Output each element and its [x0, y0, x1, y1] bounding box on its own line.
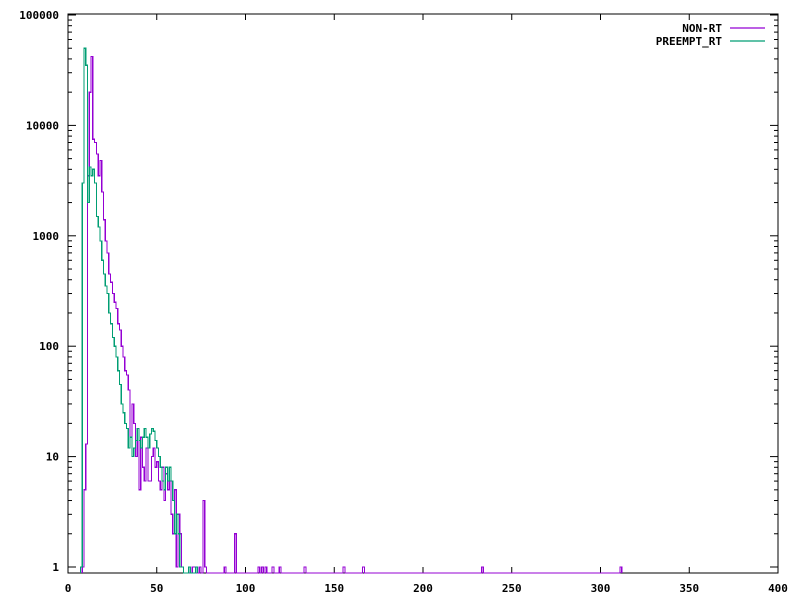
x-tick-label: 150 — [324, 582, 344, 595]
series-layer — [79, 47, 623, 574]
x-tick-label: 350 — [679, 582, 699, 595]
series-line-non-rt — [81, 56, 623, 574]
axes-layer: 0 50 100 150 200 250 300 350 400 1 10 100 1000 10000 1… — [19, 9, 788, 595]
y-tick-label: 10000 — [26, 119, 59, 132]
legend-label-non-rt: NON-RT — [682, 22, 722, 35]
y-tick-label: 10 — [46, 451, 59, 464]
y-tick-label: 100000 — [19, 9, 59, 22]
x-tick-label: 400 — [768, 582, 788, 595]
plot-area — [67, 13, 779, 574]
y-tick-label: 1000 — [33, 230, 60, 243]
x-tick-label: 250 — [502, 582, 522, 595]
x-tick-label: 100 — [236, 582, 256, 595]
x-tick-label: 50 — [150, 582, 163, 595]
x-tick-label: 0 — [65, 582, 72, 595]
y-tick-label: 100 — [39, 340, 59, 353]
y-tick-label: 1 — [52, 561, 59, 574]
series-line-preempt-rt — [79, 47, 199, 574]
x-tick-label: 200 — [413, 582, 433, 595]
legend-label-preempt-rt: PREEMPT_RT — [656, 35, 723, 48]
x-tick-label: 300 — [591, 582, 611, 595]
